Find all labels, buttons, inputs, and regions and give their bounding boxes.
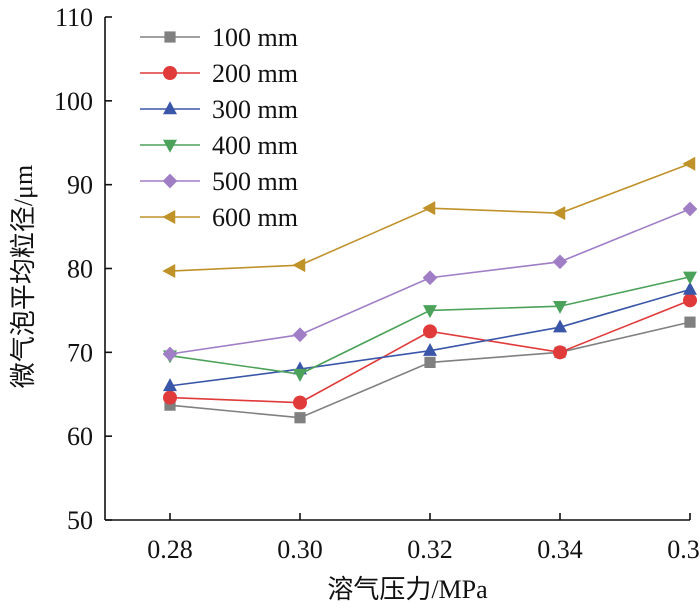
legend-marker [164,31,176,43]
legend-marker [162,210,176,224]
x-tick-label: 0.34 [537,535,583,564]
y-tick-label: 110 [55,3,93,32]
data-point [163,378,177,392]
legend-label: 300 mm [212,95,298,124]
data-point [682,201,698,217]
y-axis-title: 微气泡平均粒径/μm [9,165,38,388]
legend-item: 400 mm [140,131,298,160]
x-axis-title: 溶气压力/MPa [327,575,488,604]
series-200-mm [163,293,697,410]
data-point [553,300,567,314]
legend-marker [163,101,177,115]
legend: 100 mm 200 mm 300 mm 400 mm 500 mm 600 mm [140,23,298,232]
data-point [424,356,436,368]
data-point [682,156,696,171]
data-point [423,305,437,319]
x-tick-label: 0.36 [667,535,700,564]
data-point [162,346,178,362]
data-point [163,390,177,405]
series-layer [162,156,698,424]
legend-label: 600 mm [212,203,298,232]
data-point [293,368,307,382]
x-tick-label: 0.32 [407,535,453,564]
x-tick-label: 0.30 [277,535,323,564]
data-point [553,345,567,360]
y-ticks: 50 60 70 80 90 100 110 [54,3,112,535]
data-point [422,270,438,286]
data-point [294,412,306,424]
series-300-mm [163,281,697,392]
data-point [423,342,437,356]
series-500-mm [162,201,698,362]
data-point [292,327,308,343]
legend-label: 200 mm [212,59,298,88]
y-tick-label: 70 [67,338,93,367]
legend-label: 400 mm [212,131,298,160]
legend-label: 100 mm [212,23,298,52]
data-point [683,281,697,295]
legend-item: 500 mm [140,167,298,196]
data-point [293,395,307,410]
data-point [683,271,697,285]
x-tick-label: 0.28 [147,535,193,564]
data-point [162,264,176,279]
data-point [164,399,176,411]
y-tick-label: 100 [54,87,93,116]
y-tick-label: 50 [67,506,93,535]
legend-item: 200 mm [140,59,298,88]
data-point [292,258,306,273]
legend-marker [163,66,177,80]
data-point [552,254,568,270]
data-point [684,316,696,328]
y-tick-label: 80 [67,255,93,284]
legend-label: 500 mm [212,167,298,196]
x-ticks: 0.28 0.30 0.32 0.34 0.36 [147,513,700,564]
y-tick-label: 90 [67,171,93,200]
legend-marker [162,173,178,189]
legend-item: 300 mm [140,95,298,124]
data-point [553,319,567,333]
series-600-mm [162,156,696,279]
y-tick-label: 60 [67,422,93,451]
data-point [422,201,436,216]
data-point [552,206,566,221]
axes [104,17,690,521]
data-point [683,293,697,308]
legend-item: 100 mm [140,23,298,52]
legend-item: 600 mm [140,203,298,232]
data-point [423,324,437,339]
legend-marker [163,139,177,153]
